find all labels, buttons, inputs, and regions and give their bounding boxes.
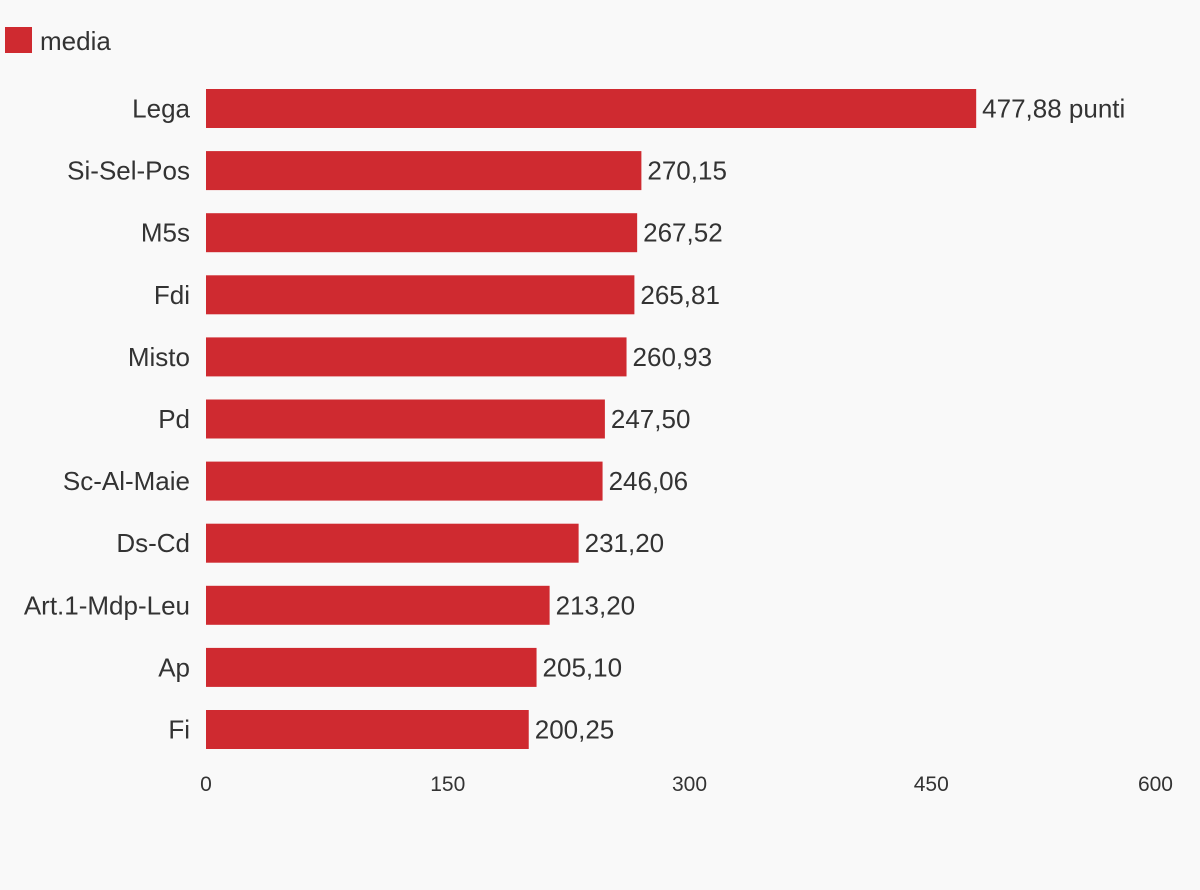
value-label-fi: 200,25: [535, 715, 615, 745]
bar-ds-cd: [206, 523, 579, 563]
bar-lega: [206, 89, 977, 128]
legend-label-media: media: [40, 26, 111, 56]
category-label-art-1-mdp-leu: Art.1-Mdp-Leu: [24, 590, 190, 620]
bar-sc-al-maie: [206, 461, 603, 501]
bars-group: [206, 89, 977, 749]
legend-swatch: [5, 27, 32, 53]
x-tick-label-450: 450: [914, 773, 949, 796]
category-label-pd: Pd: [158, 404, 190, 434]
bar-fi: [206, 710, 529, 749]
bar-ap: [206, 647, 537, 687]
category-label-misto: Misto: [128, 342, 190, 372]
value-labels: 477,88 punti 270,15 267,52 265,81 260,93 247,…: [535, 94, 1126, 745]
bar-fdi: [206, 275, 635, 315]
bar-si-sel-pos: [206, 151, 642, 191]
x-tick-label-300: 300: [672, 773, 707, 796]
bar-m5s: [206, 213, 638, 253]
category-labels: Lega Si-Sel-Pos M5s Fdi Misto Pd Sc-Al-Maie Ds-…: [24, 94, 191, 745]
value-label-ap: 205,10: [543, 652, 623, 682]
bar-pd: [206, 399, 605, 439]
category-label-fi: Fi: [168, 715, 190, 745]
value-label-sc-al-maie: 246,06: [609, 466, 689, 496]
value-label-ds-cd: 231,20: [585, 528, 665, 558]
category-label-ds-cd: Ds-Cd: [116, 528, 190, 558]
legend: media: [5, 26, 111, 56]
category-label-lega: Lega: [132, 94, 190, 124]
value-label-lega: 477,88 punti: [982, 94, 1125, 124]
x-axis: 0 150 300 450 600: [200, 773, 1173, 796]
category-label-ap: Ap: [158, 652, 190, 682]
x-tick-label-0: 0: [200, 773, 212, 796]
category-label-fdi: Fdi: [154, 280, 190, 310]
x-tick-label-600: 600: [1138, 773, 1173, 796]
category-label-m5s: M5s: [141, 218, 190, 248]
x-tick-label-150: 150: [430, 773, 465, 796]
value-label-pd: 247,50: [611, 404, 691, 434]
value-label-m5s: 267,52: [643, 218, 723, 248]
value-label-misto: 260,93: [633, 342, 713, 372]
bar-misto: [206, 337, 627, 377]
value-label-fdi: 265,81: [640, 280, 720, 310]
bar-art-1-mdp-leu: [206, 585, 550, 625]
value-label-si-sel-pos: 270,15: [647, 156, 727, 186]
value-label-art-1-mdp-leu: 213,20: [556, 590, 636, 620]
category-label-si-sel-pos: Si-Sel-Pos: [67, 156, 190, 186]
category-label-sc-al-maie: Sc-Al-Maie: [63, 466, 190, 496]
